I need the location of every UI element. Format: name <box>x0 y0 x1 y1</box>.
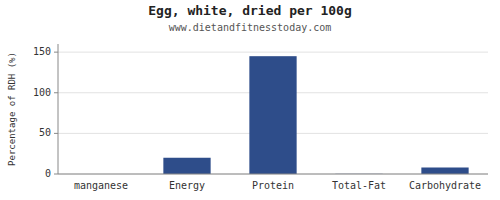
x-axis-line <box>58 174 488 175</box>
category-label: Carbohydrate <box>409 180 481 191</box>
title: Egg, white, dried per 100g <box>148 3 352 18</box>
grid-line <box>58 52 488 53</box>
bar <box>249 56 296 174</box>
tick-mark <box>54 52 58 53</box>
y-axis-line <box>58 44 59 174</box>
page: {"chart_data": {"type": "bar", "title": … <box>0 0 500 200</box>
chart-container: Egg, white, dried per 100g www.dietandfit… <box>0 0 500 200</box>
bar <box>163 158 210 174</box>
x-ticks: manganese Energy Protein Total-Fat Carbohydr… <box>74 180 481 191</box>
tick-label: 0 <box>45 168 51 179</box>
tick-label: 150 <box>33 46 51 57</box>
y-ticks: 0 50 100 150 <box>33 46 58 179</box>
tick-label: 50 <box>39 127 51 138</box>
y-axis-label: Percentage of RDH (%) <box>7 52 17 166</box>
category-label: Total-Fat <box>332 180 386 191</box>
tick-mark <box>54 174 58 175</box>
bar <box>421 168 468 175</box>
subtitle: www.dietandfitnesstoday.com <box>169 22 332 33</box>
tick-mark <box>54 92 58 93</box>
tick-mark <box>54 133 58 134</box>
chart: Egg, white, dried per 100g www.dietandfit… <box>0 0 500 200</box>
category-label: manganese <box>74 180 128 191</box>
bars <box>163 56 468 174</box>
tick-label: 100 <box>33 87 51 98</box>
grid <box>58 52 488 174</box>
category-label: Protein <box>252 180 294 191</box>
grid-line <box>58 174 488 175</box>
category-label: Energy <box>169 180 205 191</box>
